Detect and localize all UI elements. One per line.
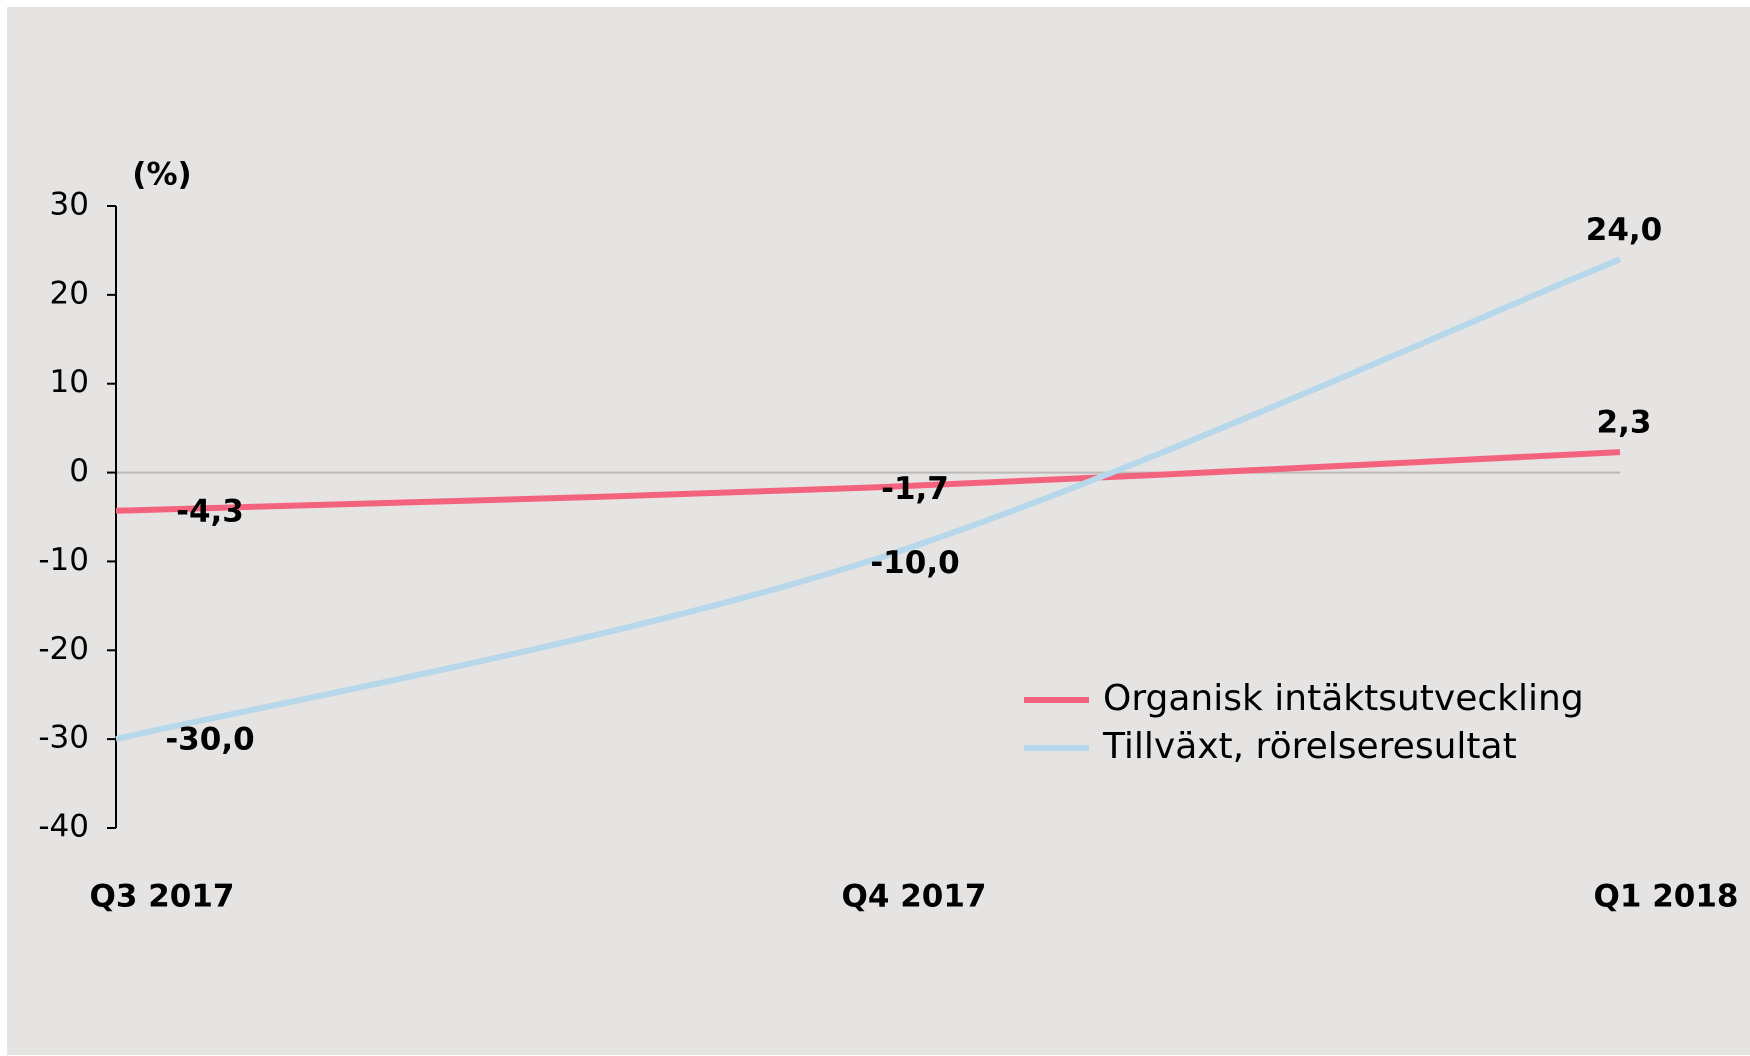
x-tick-label: Q4 2017 [842,879,987,915]
y-tick-label: 10 [50,364,89,400]
data-label: 24,0 [1586,212,1663,248]
data-label: 2,3 [1597,405,1652,441]
chart-background [7,7,1750,1055]
y-axis-label: (%) [132,157,191,193]
y-tick-label: -20 [38,631,89,667]
data-label: -1,7 [881,471,949,507]
x-tick-label: Q3 2017 [90,879,235,915]
line [115,449,1621,514]
data-label: -10,0 [870,545,959,581]
y-tick-label: 20 [50,275,89,311]
y-tick-label: 0 [69,453,89,489]
y-tick-label: -30 [38,720,89,756]
legend-label: Tillväxt, rörelseresultat [1102,726,1517,767]
line [115,256,1622,743]
data-label: -4,3 [176,493,244,529]
y-tick-label: 30 [50,187,89,223]
y-tick-label: -10 [38,542,89,578]
y-tick-label: -40 [38,809,89,845]
legend-label: Organisk intäktsutveckling [1103,678,1584,719]
data-label: -30,0 [165,722,254,758]
x-tick-label: Q1 2018 [1594,879,1739,915]
